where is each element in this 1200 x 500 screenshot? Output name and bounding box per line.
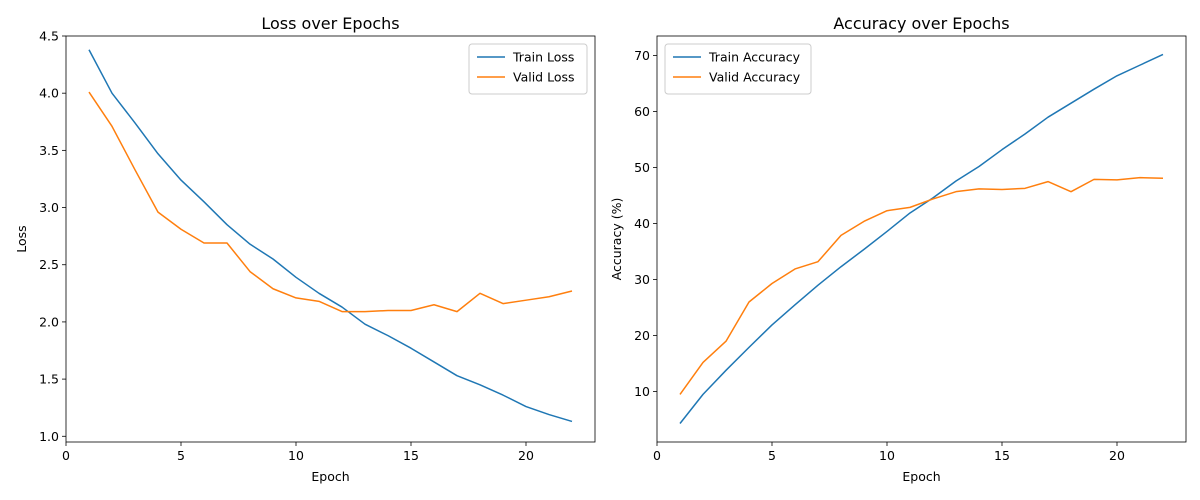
- y-tick-label: 40: [634, 216, 650, 231]
- x-tick-label: 10: [288, 448, 304, 463]
- y-tick-label: 10: [634, 384, 650, 399]
- x-tick-label: 20: [518, 448, 534, 463]
- chart-title: Accuracy over Epochs: [833, 14, 1009, 33]
- y-tick-label: 4.5: [39, 29, 59, 44]
- x-tick-label: 0: [62, 448, 70, 463]
- y-axis-label: Accuracy (%): [609, 198, 624, 281]
- y-axis-label: Loss: [14, 225, 29, 252]
- legend-label-1: Train Accuracy: [708, 50, 801, 65]
- x-axis-label: Epoch: [902, 469, 940, 484]
- y-tick-label: 2.0: [39, 314, 59, 329]
- y-tick-label: 2.5: [39, 257, 59, 272]
- series-line-2: [88, 91, 573, 313]
- y-tick-label: 3.5: [39, 143, 59, 158]
- series-line-1: [88, 49, 573, 423]
- y-tick-label: 30: [634, 272, 650, 287]
- y-tick-label: 3.0: [39, 200, 59, 215]
- legend-label-2: Valid Loss: [513, 70, 575, 85]
- legend: Train Accuracy Valid Accuracy: [664, 43, 812, 95]
- y-tick-label: 50: [634, 160, 650, 175]
- x-tick-label: 0: [653, 448, 661, 463]
- y-tick-label: 1.0: [39, 429, 59, 444]
- x-tick-label: 5: [177, 448, 185, 463]
- y-tick-label: 60: [634, 104, 650, 119]
- accuracy-chart: Accuracy over Epochs 0 5 10 15 20 10 20 30 40 50 60…: [609, 14, 1187, 484]
- plot-frame: [65, 35, 596, 443]
- y-tick-label: 70: [634, 48, 650, 63]
- x-tick-label: 20: [1109, 448, 1125, 463]
- y-tick-label: 4.0: [39, 86, 59, 101]
- legend-label-2: Valid Accuracy: [709, 70, 801, 85]
- x-tick-label: 15: [403, 448, 419, 463]
- legend-box: [664, 43, 812, 95]
- series-line-1: [679, 53, 1164, 424]
- x-tick-label: 10: [879, 448, 895, 463]
- series-line-2: [679, 176, 1164, 395]
- legend-label-1: Train Loss: [512, 50, 574, 65]
- y-tick-label: 20: [634, 328, 650, 343]
- chart-title: Loss over Epochs: [261, 14, 399, 33]
- legend: Train Loss Valid Loss: [468, 43, 588, 95]
- x-tick-label: 15: [994, 448, 1010, 463]
- plot-frame: [656, 35, 1187, 443]
- loss-chart: Loss over Epochs 0 5 10 15 20 1.0 1.5 2.0 2.5 3.0 3…: [14, 14, 596, 484]
- x-tick-label: 5: [768, 448, 776, 463]
- x-axis-label: Epoch: [311, 469, 349, 484]
- y-tick-label: 1.5: [39, 372, 59, 387]
